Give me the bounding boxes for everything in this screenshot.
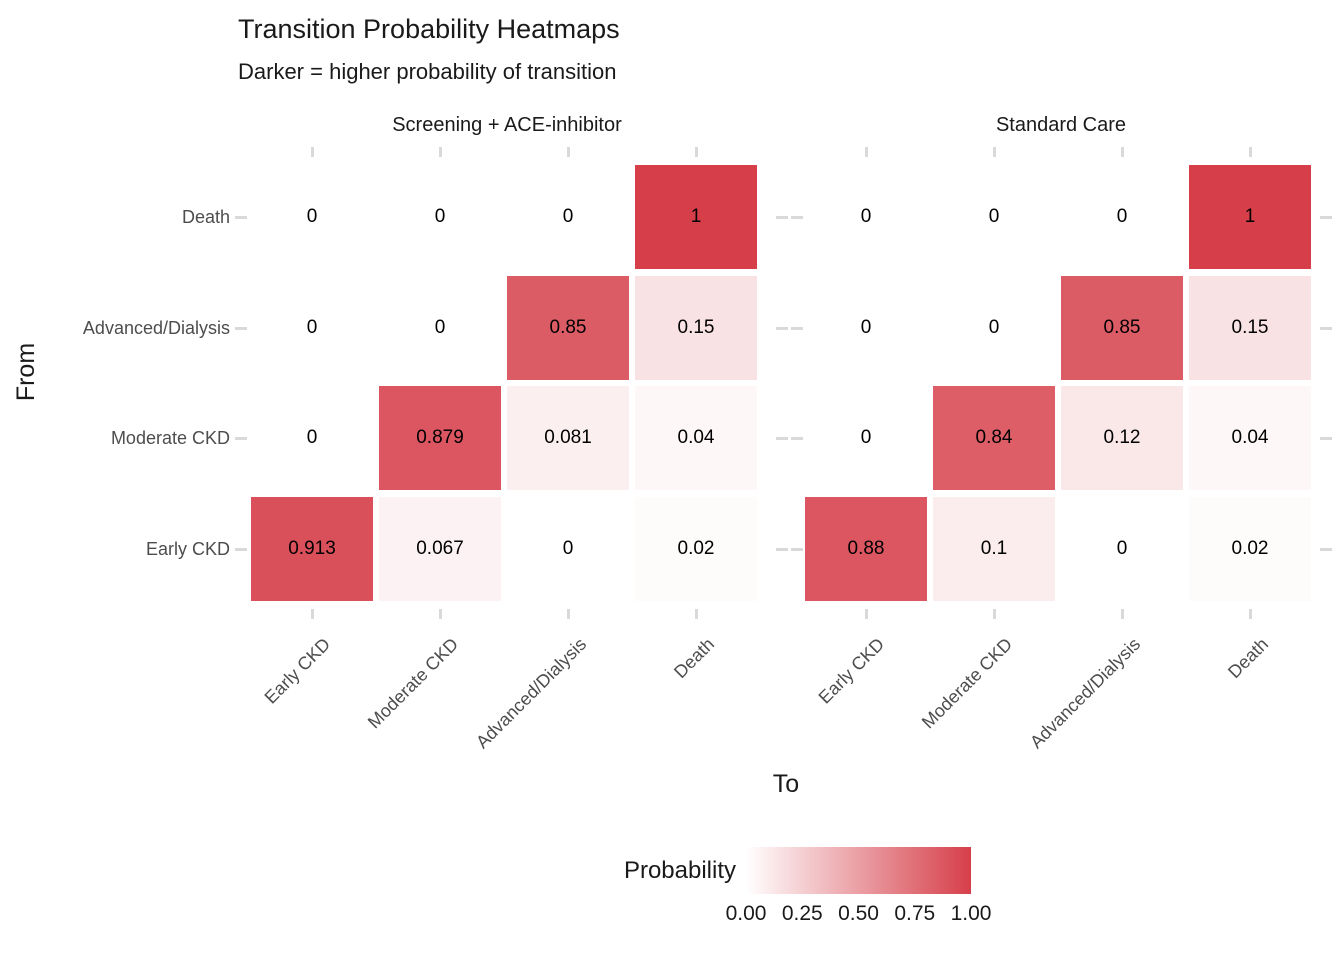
legend-tick-label: 0.75 [894,902,936,925]
heatmap-cell: 0 [1061,497,1183,601]
heatmap-cell: 0.85 [507,276,629,380]
x-axis-label: Early CKD [260,634,335,708]
y-axis-label: Death [181,207,230,227]
heatmap-cell: 0 [805,165,927,269]
grid-tick-side [776,437,788,440]
grid-tick-bottom [695,609,698,619]
grid-tick-side [791,548,803,551]
heatmap-cell: 0.15 [1189,276,1311,380]
grid-tick-side [1320,216,1332,219]
grid-tick-top [311,147,314,157]
heatmap-cell: 0 [507,165,629,269]
grid-tick-side [1320,548,1332,551]
grid-tick-bottom [567,609,570,619]
grid-tick-side [235,216,247,219]
heatmap-cell: 0 [507,497,629,601]
heatmap-cell: 1 [1189,165,1311,269]
grid-tick-top [439,147,442,157]
x-axis-label: Advanced/Dialysis [472,634,591,753]
x-axis-label: Moderate CKD [917,634,1017,733]
heatmap-cell: 0.02 [635,497,757,601]
x-axis-label: Advanced/Dialysis [1026,634,1145,753]
grid-tick-side [235,327,247,330]
heatmap-cell: 0 [805,276,927,380]
legend-tick-label: 1.00 [950,902,992,925]
heatmap-cell: 0 [251,165,373,269]
chart-subtitle: Darker = higher probability of transitio… [238,59,617,84]
heatmap-cell: 0.913 [251,497,373,601]
heatmap-cell: 0.879 [379,386,501,490]
heatmap-cell: 0 [251,386,373,490]
grid-tick-side [776,548,788,551]
heatmap-cell: 0.067 [379,497,501,601]
x-axis-label: Moderate CKD [363,634,463,733]
heatmap-cell: 0.85 [1061,276,1183,380]
heatmap-cell: 0.04 [1189,386,1311,490]
grid-tick-bottom [865,609,868,619]
legend-tick-label: 0.50 [838,902,879,925]
grid-tick-bottom [1249,609,1252,619]
grid-tick-side [1320,327,1332,330]
grid-tick-side [235,437,247,440]
grid-tick-top [993,147,996,157]
grid-tick-top [1121,147,1124,157]
y-axis-label: Early CKD [145,539,230,559]
grid-tick-side [791,327,803,330]
grid-tick-side [791,216,803,219]
heatmap-cell: 0 [1061,165,1183,269]
heatmap-cell: 0 [251,276,373,380]
grid-tick-bottom [993,609,996,619]
heatmap-cell: 0 [805,386,927,490]
heatmap-cell: 0.15 [635,276,757,380]
heatmap-cell: 0.081 [507,386,629,490]
x-axis-title: To [772,770,800,798]
grid-tick-side [1320,437,1332,440]
y-axis-label: Advanced/Dialysis [82,318,230,338]
heatmap-cell: 0.02 [1189,497,1311,601]
facet-title-screening: Screening + ACE-inhibitor [392,114,622,136]
heatmap-cell: 0 [379,165,501,269]
grid-tick-side [791,437,803,440]
grid-tick-top [567,147,570,157]
facet-title-standard-care: Standard Care [995,114,1127,136]
legend-tick-label: 0.25 [781,902,823,925]
heatmap-cell: 0.88 [805,497,927,601]
grid-tick-side [235,548,247,551]
grid-tick-top [865,147,868,157]
grid-tick-side [776,216,788,219]
grid-tick-top [1249,147,1252,157]
legend-tick-label: 0.00 [725,902,767,925]
heatmap-cell: 0.12 [1061,386,1183,490]
heatmap-cell: 0.1 [933,497,1055,601]
grid-tick-side [776,327,788,330]
x-axis-label: Death [670,634,719,683]
heatmap-cell: 0 [933,165,1055,269]
heatmap-cell: 0 [933,276,1055,380]
legend-gradient-bar [746,847,971,894]
x-axis-label: Death [1224,634,1273,683]
heatmap-cell: 0.84 [933,386,1055,490]
heatmap-cell: 0 [379,276,501,380]
y-axis-label: Moderate CKD [110,428,230,448]
heatmap-cell: 1 [635,165,757,269]
x-axis-label: Early CKD [814,634,889,708]
grid-tick-top [695,147,698,157]
heatmap-cell: 0.04 [635,386,757,490]
chart-title: Transition Probability Heatmaps [238,14,620,44]
legend-title: Probability [623,857,736,884]
grid-tick-bottom [311,609,314,619]
grid-tick-bottom [439,609,442,619]
grid-tick-bottom [1121,609,1124,619]
